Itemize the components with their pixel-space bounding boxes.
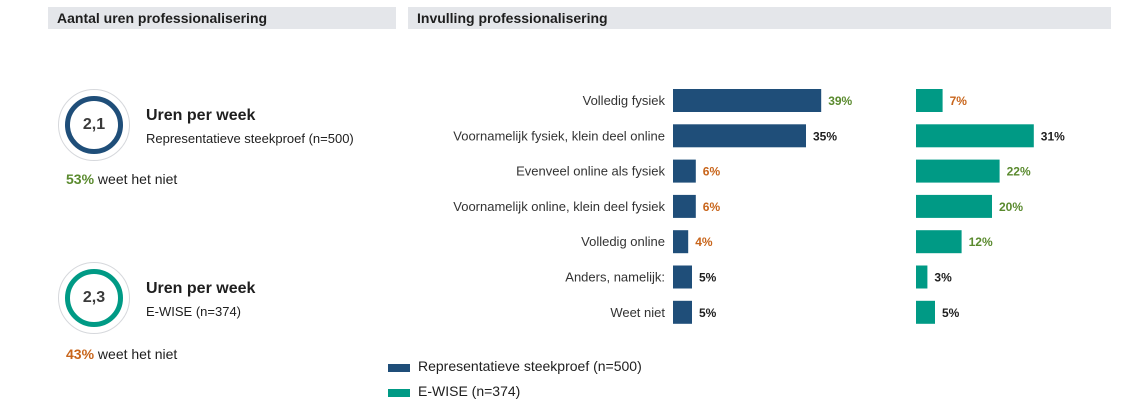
bar-ewise bbox=[916, 300, 935, 324]
ring-gauge: 2,3 bbox=[58, 262, 130, 334]
kpi-title: Uren per week bbox=[146, 280, 256, 297]
data-label: 5% bbox=[942, 306, 960, 320]
data-label: 4% bbox=[695, 235, 713, 249]
bar-representative bbox=[673, 89, 822, 112]
category-label: Voornamelijk fysiek, klein deel online bbox=[453, 128, 665, 143]
ring-gauge: 2,1 bbox=[58, 89, 130, 161]
data-label: 7% bbox=[950, 94, 968, 108]
bar-ewise bbox=[916, 159, 1000, 183]
legend-swatch bbox=[388, 389, 410, 397]
section-header-hours: Aantal uren professionalisering bbox=[48, 7, 396, 29]
kpi-title: Uren per week bbox=[146, 107, 256, 124]
ring-value: 2,3 bbox=[65, 269, 123, 327]
data-label: 22% bbox=[1007, 165, 1031, 179]
bar-chart: Volledig fysiek 39% 7% Voornamelijk fysiek,… bbox=[453, 89, 1065, 324]
section-header-fulfillment: Invulling professionalisering bbox=[408, 7, 1111, 29]
kpi-note-text: weet het niet bbox=[97, 346, 178, 362]
data-label: 5% bbox=[699, 306, 717, 320]
legend-swatch bbox=[388, 364, 410, 372]
data-label: 6% bbox=[703, 165, 721, 179]
kpi-note-pct: 53% bbox=[66, 171, 95, 187]
category-label: Voornamelijk online, klein deel fysiek bbox=[453, 199, 665, 214]
bar-ewise bbox=[916, 124, 1034, 148]
legend-label: E-WISE (n=374) bbox=[418, 383, 521, 399]
kpi-subtitle: Representatieve steekproef (n=500) bbox=[146, 131, 354, 146]
kpi-subtitle: E-WISE (n=374) bbox=[146, 304, 242, 319]
bar-representative bbox=[673, 300, 692, 324]
bar-ewise bbox=[916, 89, 943, 112]
bar-representative bbox=[673, 124, 806, 148]
data-label: 20% bbox=[999, 200, 1023, 214]
bar-representative bbox=[673, 194, 696, 218]
ring-value: 2,1 bbox=[65, 96, 123, 154]
legend-label: Representatieve steekproef (n=500) bbox=[418, 358, 642, 374]
bar-ewise bbox=[916, 194, 992, 218]
kpi-note-pct: 43% bbox=[66, 346, 95, 362]
bar-representative bbox=[673, 265, 692, 289]
data-label: 3% bbox=[934, 271, 952, 285]
bar-ewise bbox=[916, 265, 928, 289]
bar-representative bbox=[673, 159, 696, 183]
data-label: 35% bbox=[813, 129, 837, 143]
kpi-note: 53% weet het niet bbox=[66, 171, 177, 187]
data-label: 12% bbox=[969, 235, 993, 249]
kpi-note-text: weet het niet bbox=[97, 171, 178, 187]
legend-item-representative: Representatieve steekproef (n=500) bbox=[388, 358, 688, 378]
category-label: Weet niet bbox=[610, 305, 665, 320]
bar-representative bbox=[673, 230, 689, 254]
category-label: Anders, namelijk: bbox=[565, 270, 665, 285]
bar-ewise bbox=[916, 230, 962, 254]
data-label: 39% bbox=[828, 94, 852, 108]
data-label: 31% bbox=[1041, 129, 1065, 143]
kpi-note: 43% weet het niet bbox=[66, 346, 177, 362]
category-label: Evenveel online als fysiek bbox=[516, 164, 665, 179]
legend-item-ewise: E-WISE (n=374) bbox=[388, 383, 688, 403]
category-label: Volledig fysiek bbox=[583, 93, 666, 108]
data-label: 6% bbox=[703, 200, 721, 214]
data-label: 5% bbox=[699, 271, 717, 285]
category-label: Volledig online bbox=[581, 234, 665, 249]
